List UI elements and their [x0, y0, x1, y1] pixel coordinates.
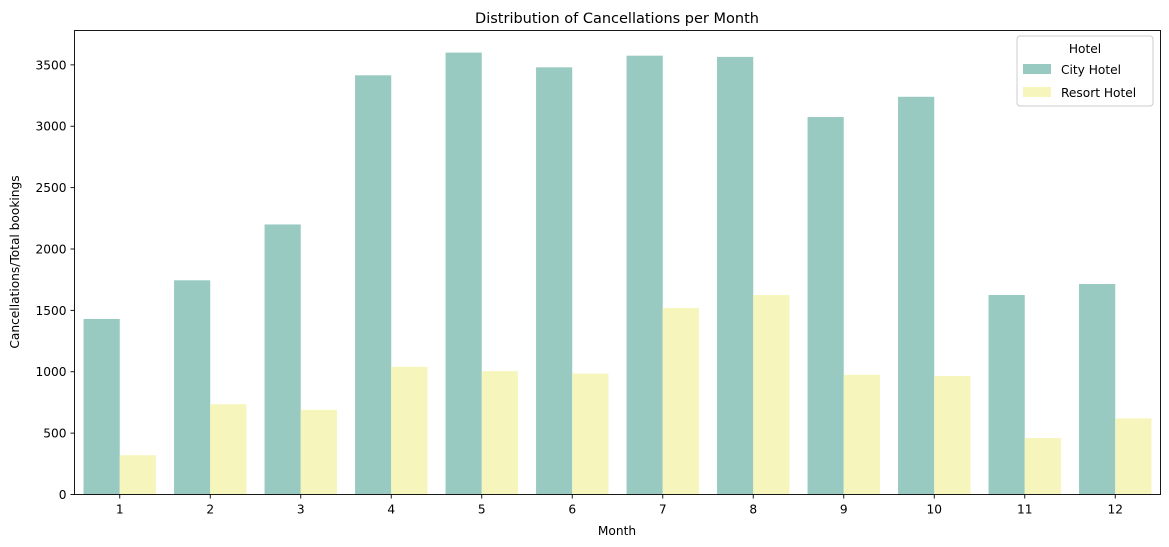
x-tick-label: 5: [478, 503, 486, 517]
bar-resort-hotel-month-4: [391, 366, 428, 495]
plot-frame: [74, 30, 1161, 495]
bar-city-hotel-month-10: [898, 96, 935, 495]
bar-city-hotel-month-9: [807, 117, 844, 495]
legend-swatch-city-hotel: [1023, 64, 1051, 74]
bar-resort-hotel-month-1: [119, 455, 156, 495]
bar-city-hotel-month-5: [445, 52, 482, 495]
y-tick-label: 2000: [35, 242, 66, 256]
x-tick-label: 3: [297, 503, 305, 517]
bar-city-hotel-month-11: [988, 295, 1025, 495]
x-axis-ticks: 1 2 3 4 5 6 7 8 9 10 11 12: [116, 494, 1123, 517]
bar-resort-hotel-month-6: [572, 373, 609, 495]
bar-resort-hotel-month-11: [1024, 438, 1061, 495]
bar-city-hotel-month-2: [174, 280, 211, 495]
bar-city-hotel-month-6: [536, 67, 573, 495]
bar-resort-hotel-month-7: [662, 307, 699, 495]
y-axis-label: Cancellations/Total bookings: [8, 175, 22, 348]
x-tick-label: 1: [116, 503, 124, 517]
legend-title: Hotel: [1069, 42, 1101, 56]
legend: Hotel City Hotel Resort Hotel: [1016, 35, 1154, 107]
chart-title: Distribution of Cancellations per Month: [475, 11, 759, 27]
legend-label-resort-hotel: Resort Hotel: [1061, 86, 1136, 100]
bar-city-hotel-month-12: [1079, 283, 1116, 495]
y-tick-label: 2500: [35, 181, 66, 195]
y-tick-label: 3500: [35, 58, 66, 72]
x-tick-label: 8: [749, 503, 757, 517]
bars-layer: [83, 52, 1152, 495]
y-tick-label: 1500: [35, 304, 66, 318]
bar-resort-hotel-month-8: [753, 295, 790, 495]
bar-city-hotel-month-1: [83, 318, 120, 495]
bar-city-hotel-month-3: [264, 224, 301, 495]
bar-city-hotel-month-4: [355, 75, 392, 495]
y-tick-label: 1000: [35, 365, 66, 379]
bar-resort-hotel-month-12: [1115, 418, 1152, 495]
y-tick-label: 500: [43, 427, 66, 441]
legend-label-city-hotel: City Hotel: [1061, 63, 1121, 77]
x-axis-label: Month: [598, 524, 636, 538]
x-tick-label: 7: [659, 503, 667, 517]
x-tick-label: 10: [926, 503, 942, 517]
x-tick-label: 2: [206, 503, 214, 517]
x-tick-label: 6: [568, 503, 576, 517]
x-tick-label: 12: [1107, 503, 1123, 517]
bar-city-hotel-month-8: [717, 56, 754, 495]
bar-resort-hotel-month-9: [843, 374, 880, 495]
y-axis-ticks: 0 500 1000 1500 2000 2500 3000 3500: [35, 58, 75, 502]
bar-resort-hotel-month-5: [481, 371, 518, 495]
x-tick-label: 4: [387, 503, 395, 517]
legend-swatch-resort-hotel: [1023, 87, 1051, 97]
bar-resort-hotel-month-10: [934, 376, 971, 495]
bar-city-hotel-month-7: [626, 55, 663, 495]
bar-resort-hotel-month-2: [210, 404, 247, 495]
y-tick-label: 0: [59, 488, 67, 502]
y-tick-label: 3000: [35, 120, 66, 134]
x-tick-label: 11: [1017, 503, 1033, 517]
x-tick-label: 9: [840, 503, 848, 517]
bar-resort-hotel-month-3: [300, 409, 337, 495]
